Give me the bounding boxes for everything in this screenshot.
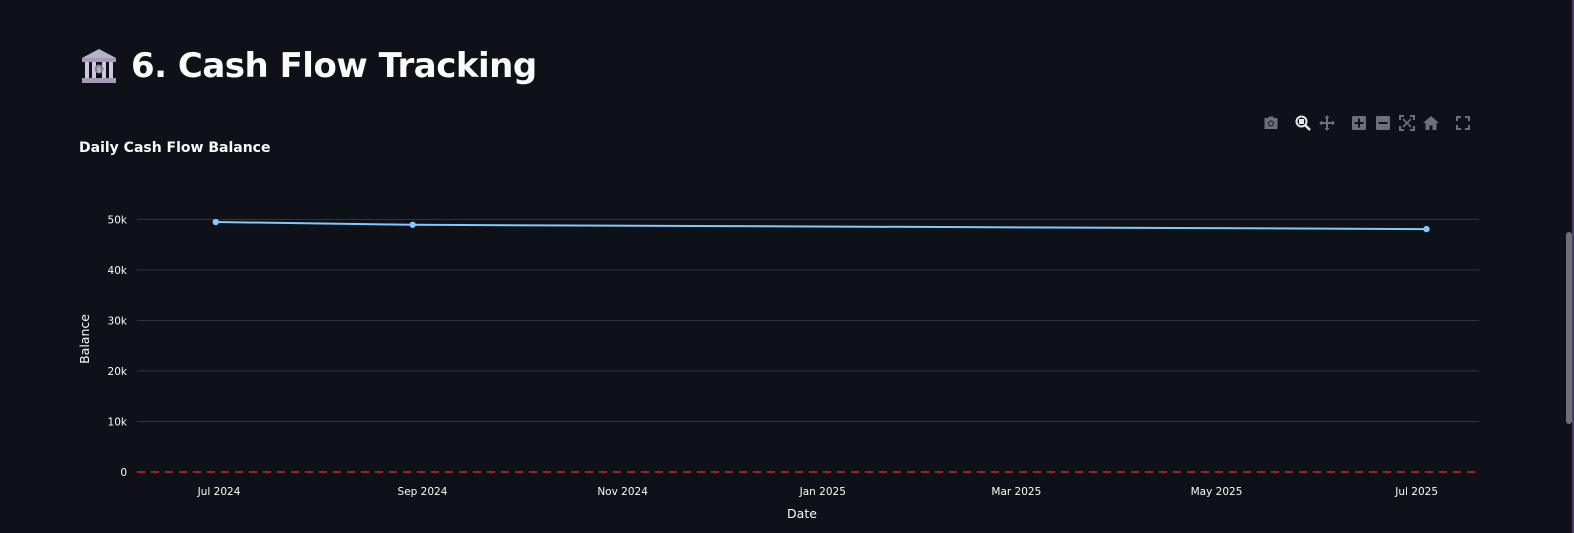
data-point[interactable] — [409, 221, 416, 228]
chart-title: Daily Cash Flow Balance — [79, 140, 271, 156]
x-tick-label: Jul 2024 — [197, 486, 241, 498]
y-tick-label: 20k — [108, 366, 128, 378]
pan-icon[interactable] — [1318, 114, 1336, 132]
y-tick-label: 10k — [108, 416, 128, 428]
window-edge — [1572, 0, 1574, 533]
camera-icon[interactable] — [1262, 114, 1280, 132]
x-tick-label: Jan 2025 — [799, 486, 846, 498]
page-title: 6. Cash Flow Tracking — [131, 46, 537, 86]
fullscreen-icon[interactable] — [1454, 114, 1472, 132]
scrollbar-thumb[interactable] — [1566, 232, 1572, 424]
x-tick-label: Sep 2024 — [398, 486, 448, 498]
data-point[interactable] — [212, 218, 219, 226]
svg-text:$: $ — [97, 66, 101, 74]
series-line[interactable] — [215, 221, 1427, 231]
bank-icon: $ — [79, 46, 119, 86]
chart-modebar — [1262, 113, 1478, 133]
zoom-in-icon[interactable] — [1350, 114, 1368, 132]
y-tick-label: 0 — [120, 467, 127, 479]
x-tick-label: Jul 2025 — [1394, 486, 1438, 498]
x-tick-label: May 2025 — [1191, 486, 1243, 498]
x-axis-title: Date — [787, 506, 817, 521]
y-tick-label: 50k — [108, 214, 128, 226]
zoom-out-icon[interactable] — [1374, 114, 1392, 132]
section-header: $ 6. Cash Flow Tracking — [79, 42, 537, 90]
zoom-icon[interactable] — [1294, 114, 1312, 132]
y-tick-label: 40k — [108, 265, 128, 277]
y-axis-title: Balance — [77, 314, 92, 364]
y-tick-label: 30k — [108, 315, 128, 327]
reset-axes-icon[interactable] — [1422, 114, 1440, 132]
autoscale-icon[interactable] — [1398, 114, 1416, 132]
x-tick-label: Nov 2024 — [597, 486, 648, 498]
x-tick-label: Mar 2025 — [991, 486, 1041, 498]
data-point[interactable] — [1423, 225, 1430, 233]
